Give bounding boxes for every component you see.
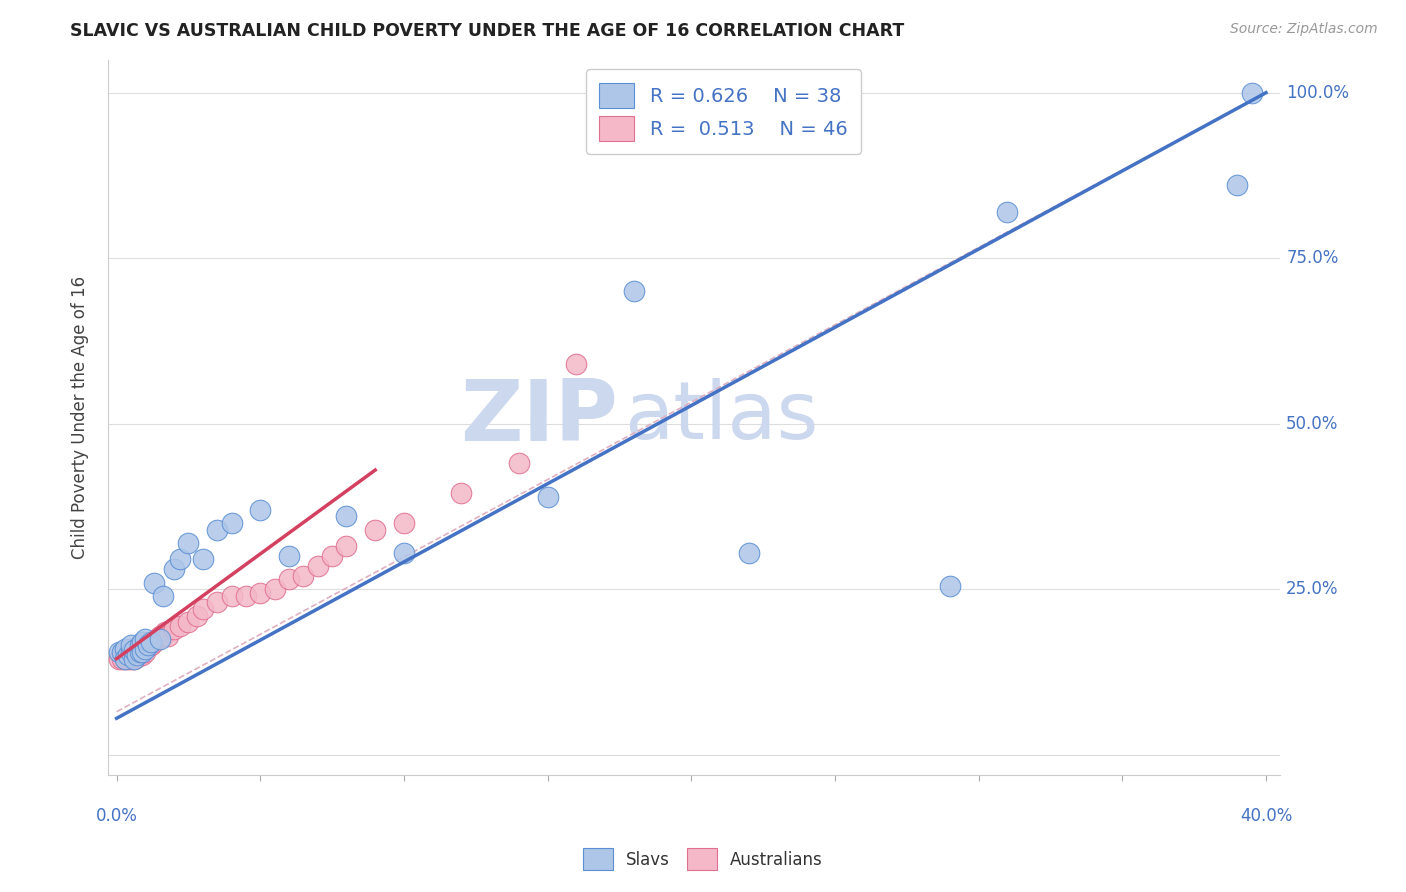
- Point: [122, 643, 145, 657]
- Point: [450, 486, 472, 500]
- Point: [364, 523, 387, 537]
- Point: [122, 643, 145, 657]
- Point: [125, 641, 148, 656]
- Point: [307, 559, 329, 574]
- Point: [278, 549, 301, 563]
- Point: [120, 651, 142, 665]
- Point: [128, 648, 150, 663]
- Point: [177, 615, 200, 630]
- Point: [146, 632, 169, 646]
- Point: [249, 502, 271, 516]
- Text: atlas: atlas: [624, 378, 818, 456]
- Point: [738, 546, 761, 560]
- Point: [152, 589, 174, 603]
- Point: [205, 523, 228, 537]
- Point: [152, 628, 174, 642]
- Point: [221, 516, 243, 530]
- Point: [120, 639, 142, 653]
- Point: [321, 549, 343, 563]
- Text: 25.0%: 25.0%: [1286, 580, 1339, 599]
- Point: [249, 585, 271, 599]
- Point: [136, 639, 159, 653]
- Point: [114, 641, 136, 656]
- Text: Source: ZipAtlas.com: Source: ZipAtlas.com: [1230, 22, 1378, 37]
- Point: [120, 641, 142, 656]
- Legend: R = 0.626    N = 38, R =  0.513    N = 46: R = 0.626 N = 38, R = 0.513 N = 46: [586, 70, 862, 154]
- Point: [131, 635, 153, 649]
- Point: [111, 645, 134, 659]
- Point: [263, 582, 285, 597]
- Point: [565, 357, 588, 371]
- Point: [122, 651, 145, 665]
- Point: [149, 628, 172, 642]
- Point: [128, 639, 150, 653]
- Point: [191, 602, 214, 616]
- Point: [134, 632, 156, 646]
- Point: [134, 641, 156, 656]
- Point: [114, 651, 136, 665]
- Point: [995, 205, 1018, 219]
- Point: [292, 569, 315, 583]
- Point: [169, 618, 191, 632]
- Point: [169, 552, 191, 566]
- Point: [125, 649, 148, 664]
- Point: [117, 645, 139, 659]
- Legend: Slavs, Australians: Slavs, Australians: [576, 842, 830, 877]
- Text: 75.0%: 75.0%: [1286, 249, 1339, 268]
- Point: [111, 651, 134, 665]
- Point: [134, 645, 156, 659]
- Point: [335, 509, 357, 524]
- Point: [122, 651, 145, 665]
- Point: [235, 589, 257, 603]
- Point: [177, 536, 200, 550]
- Point: [205, 595, 228, 609]
- Point: [134, 639, 156, 653]
- Point: [128, 645, 150, 659]
- Point: [128, 641, 150, 656]
- Point: [143, 635, 166, 649]
- Point: [139, 635, 162, 649]
- Text: 100.0%: 100.0%: [1286, 84, 1350, 102]
- Point: [114, 651, 136, 665]
- Point: [139, 639, 162, 653]
- Point: [1226, 178, 1249, 193]
- Point: [221, 589, 243, 603]
- Point: [131, 640, 153, 655]
- Point: [163, 562, 186, 576]
- Point: [335, 539, 357, 553]
- Text: 0.0%: 0.0%: [96, 806, 138, 825]
- Point: [278, 572, 301, 586]
- Point: [392, 516, 415, 530]
- Text: 40.0%: 40.0%: [1240, 806, 1292, 825]
- Point: [131, 648, 153, 663]
- Text: ZIP: ZIP: [460, 376, 619, 458]
- Text: 50.0%: 50.0%: [1286, 415, 1339, 433]
- Y-axis label: Child Poverty Under the Age of 16: Child Poverty Under the Age of 16: [72, 276, 89, 558]
- Point: [157, 628, 180, 642]
- Point: [108, 645, 131, 659]
- Point: [125, 648, 148, 663]
- Point: [120, 645, 142, 659]
- Point: [108, 651, 131, 665]
- Point: [392, 546, 415, 560]
- Point: [508, 457, 530, 471]
- Point: [143, 575, 166, 590]
- Point: [191, 552, 214, 566]
- Point: [149, 632, 172, 646]
- Text: SLAVIC VS AUSTRALIAN CHILD POVERTY UNDER THE AGE OF 16 CORRELATION CHART: SLAVIC VS AUSTRALIAN CHILD POVERTY UNDER…: [70, 22, 904, 40]
- Point: [136, 639, 159, 653]
- Point: [1240, 86, 1263, 100]
- Point: [114, 645, 136, 659]
- Point: [939, 579, 962, 593]
- Point: [131, 645, 153, 659]
- Point: [117, 648, 139, 663]
- Point: [536, 490, 558, 504]
- Point: [117, 651, 139, 665]
- Point: [623, 285, 645, 299]
- Point: [186, 608, 208, 623]
- Point: [163, 622, 186, 636]
- Point: [155, 625, 177, 640]
